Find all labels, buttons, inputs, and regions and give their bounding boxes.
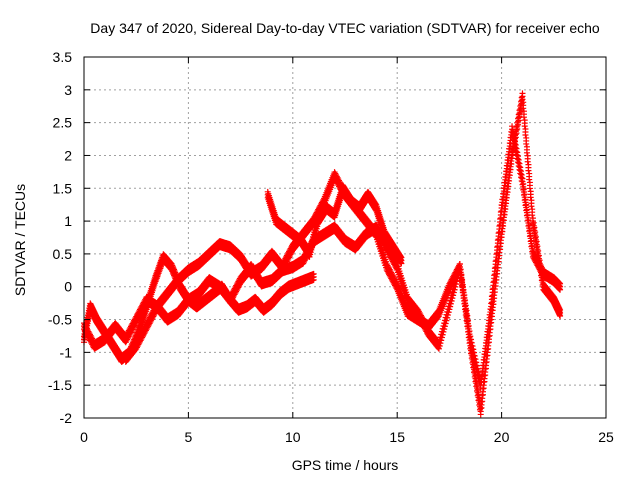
data-point: [526, 176, 533, 183]
data-points: [81, 90, 564, 418]
data-point: [520, 114, 527, 121]
data-point: [524, 158, 531, 165]
data-point: [527, 194, 534, 201]
data-point: [522, 132, 529, 139]
data-point: [523, 149, 530, 156]
data-point: [521, 123, 528, 130]
data-point: [528, 203, 535, 210]
data-point: [526, 185, 533, 192]
data-point: [310, 276, 317, 283]
series-track-c: [81, 123, 564, 392]
data-point: [523, 140, 530, 147]
data-point: [525, 167, 532, 174]
data-point: [477, 411, 484, 418]
